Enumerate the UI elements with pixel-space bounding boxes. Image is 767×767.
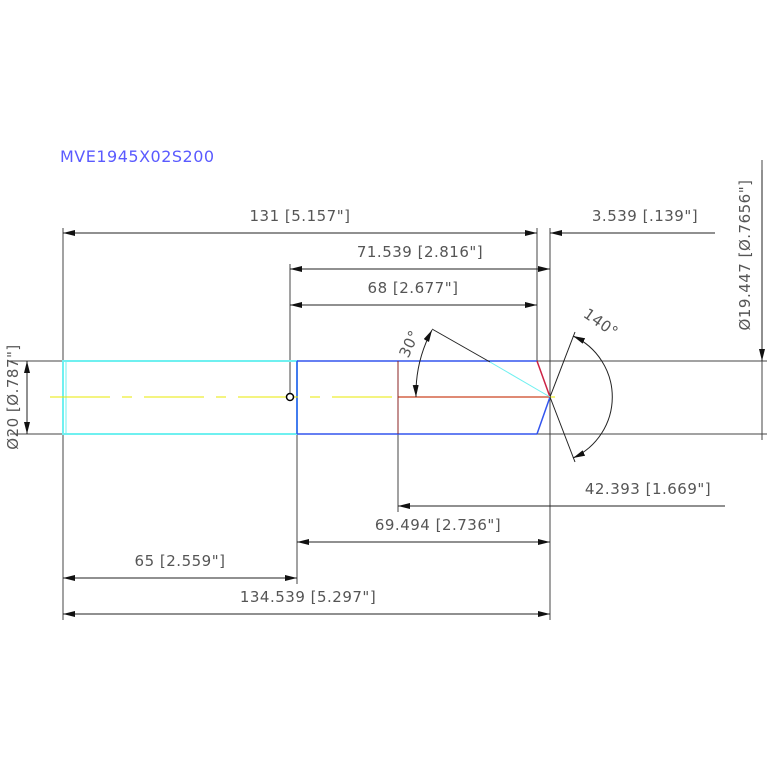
- dim-body-diameter: Ø19.447 [Ø.7656"]: [736, 180, 754, 331]
- dim-overall-shank: 131 [5.157"]: [250, 207, 351, 225]
- dim-flute-length: 68 [2.677"]: [368, 279, 459, 297]
- dim-shank-diameter: Ø20 [Ø.787"]: [4, 344, 22, 449]
- datum-point: [285, 392, 295, 402]
- dim-cutting-length: 42.393 [1.669"]: [585, 480, 711, 498]
- dim-point-angle: 140°: [580, 305, 622, 342]
- dim-shank-length: 65 [2.559"]: [135, 552, 226, 570]
- dim-helix-angle: 30°: [395, 327, 423, 360]
- drill-part: [50, 360, 555, 435]
- dim-to-tip: 71.539 [2.816"]: [357, 243, 483, 261]
- dim-overall-length: 134.539 [5.297"]: [240, 588, 376, 606]
- extension-lines: [10, 160, 767, 620]
- dim-point-offset: 3.539 [.139"]: [592, 207, 698, 225]
- dimension-lines: [24, 170, 765, 617]
- part-number-title: MVE1945X02S200: [60, 147, 215, 166]
- dim-body-length: 69.494 [2.736"]: [375, 516, 501, 534]
